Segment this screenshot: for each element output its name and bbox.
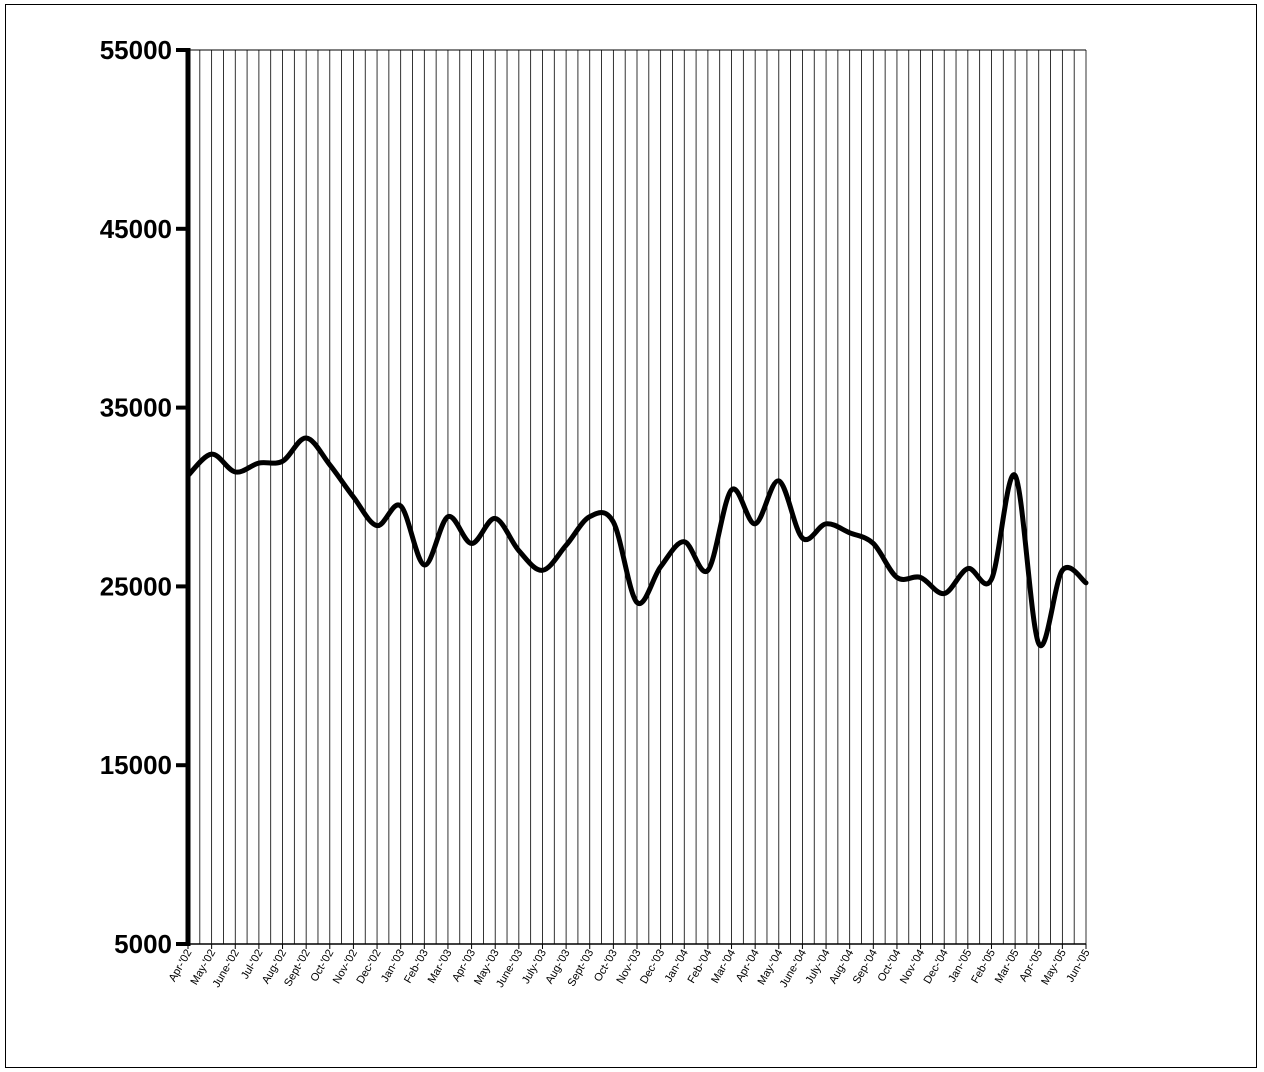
- y-tick-label: 25000: [100, 571, 172, 601]
- data-point: [540, 568, 545, 573]
- data-point: [398, 503, 403, 508]
- chart-frame: [5, 4, 1257, 1068]
- y-tick-label: 45000: [100, 214, 172, 244]
- data-point: [705, 568, 710, 573]
- data-point: [635, 600, 640, 605]
- data-point: [516, 548, 521, 553]
- data-point: [209, 452, 214, 457]
- data-point: [894, 575, 899, 580]
- data-point: [351, 495, 356, 500]
- data-point: [1013, 473, 1018, 478]
- data-point: [422, 562, 427, 567]
- data-point: [918, 575, 923, 580]
- data-point: [965, 566, 970, 571]
- data-point: [1060, 568, 1065, 573]
- data-point: [445, 514, 450, 519]
- data-point: [186, 473, 191, 478]
- data-point: [658, 564, 663, 569]
- data-point: [753, 521, 758, 526]
- data-point: [776, 478, 781, 483]
- data-point: [304, 435, 309, 440]
- x-tick-label: Jun-'05: [1064, 948, 1092, 985]
- y-tick-label: 35000: [100, 393, 172, 423]
- data-point: [564, 543, 569, 548]
- y-tick-label: 15000: [100, 750, 172, 780]
- series-line: [185, 435, 1089, 649]
- vertical-gridlines: [187, 49, 1087, 944]
- data-point: [847, 530, 852, 535]
- data-point: [871, 541, 876, 546]
- data-point: [233, 469, 238, 474]
- data-point: [469, 541, 474, 546]
- data-point: [729, 487, 734, 492]
- data-point: [824, 521, 829, 526]
- series-layer: [185, 435, 1089, 649]
- x-axis-ticks: Apr-'02May-'02June-'02Jul-'02Aug-'02Sept…: [167, 944, 1093, 990]
- data-point: [611, 520, 616, 525]
- y-tick-label: 55000: [100, 35, 172, 65]
- y-tick-label: 5000: [114, 929, 172, 959]
- data-point: [493, 516, 498, 521]
- data-point: [1084, 580, 1089, 585]
- data-point: [800, 536, 805, 541]
- data-point: [587, 514, 592, 519]
- data-point: [989, 577, 994, 582]
- y-axis-ticks: 5000 15000 25000 35000 45000 55000: [100, 35, 188, 959]
- data-point: [256, 461, 261, 466]
- data-point: [327, 462, 332, 467]
- data-point: [280, 459, 285, 464]
- data-point: [1036, 641, 1041, 646]
- data-point: [942, 591, 947, 596]
- data-point: [375, 523, 380, 528]
- data-point: [682, 539, 687, 544]
